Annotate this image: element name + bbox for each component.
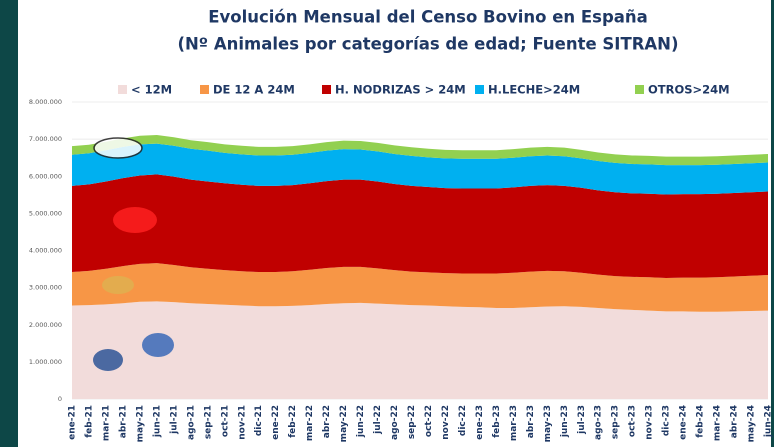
chart-subtitle: (Nº Animales por categorías de edad; Fue…	[177, 35, 678, 54]
x-tick-label: jun-22	[356, 405, 366, 438]
x-tick-label: nov-22	[441, 405, 451, 440]
area	[72, 301, 768, 399]
x-tick-label: nov-21	[237, 405, 247, 440]
y-tick-label: 1.000.000	[29, 358, 62, 366]
x-tick-label: may-21	[135, 405, 145, 442]
icons	[93, 137, 174, 371]
x-tick-label: oct-22	[424, 405, 434, 437]
legend-swatch	[200, 85, 209, 94]
legend-label: H.LECHE>24M	[488, 83, 580, 97]
chart-title: Evolución Mensual del Censo Bovino en Es…	[208, 8, 648, 27]
legend-swatch	[322, 85, 331, 94]
x-tick-label: nov-23	[645, 405, 655, 440]
plot-area	[72, 101, 768, 400]
y-tick-label: 7.000.000	[29, 135, 62, 143]
x-tick-label: may-24	[747, 405, 757, 442]
x-tick-label: jun-21	[152, 405, 162, 438]
legend-label: < 12M	[131, 83, 172, 97]
x-tick-label: ago-23	[594, 405, 604, 440]
x-tick-label: may-23	[543, 405, 553, 442]
x-tick-label: feb-21	[84, 405, 94, 438]
legend-swatch	[635, 85, 644, 94]
x-tick-label: jul-22	[373, 405, 383, 435]
y-tick-label: 3.000.000	[29, 284, 62, 292]
x-tick-label: mar-23	[509, 405, 519, 441]
x-tick-label: oct-21	[220, 405, 230, 437]
x-tick-label: abr-23	[526, 405, 536, 438]
x-tick-label: feb-24	[696, 405, 706, 438]
x-tick-label: ene-21	[68, 405, 78, 440]
y-tick-label: 4.000.000	[29, 247, 62, 255]
x-tick-label: ene-23	[475, 405, 485, 440]
x-tick-label: sep-22	[407, 405, 417, 439]
x-tick-label: mar-22	[305, 405, 315, 441]
legend-label: DE 12 A 24M	[213, 83, 295, 97]
area	[72, 174, 768, 278]
area	[72, 143, 768, 195]
x-tick-label: ago-21	[186, 405, 196, 440]
x-tick-label: ene-22	[271, 405, 281, 440]
x-tick-label: sep-23	[611, 405, 621, 439]
x-tick-label: mar-21	[101, 405, 111, 441]
x-tick-label: feb-22	[288, 405, 298, 438]
legend-label: H. NODRIZAS > 24M	[335, 83, 466, 97]
x-tick-label: ene-24	[679, 405, 689, 440]
x-tick-label: abr-21	[118, 405, 128, 438]
x-tick-label: dic-23	[662, 405, 672, 436]
y-tick-label: 0	[58, 395, 62, 403]
x-tick-label: jun-24	[764, 405, 774, 438]
x-tick-label: jun-23	[560, 405, 570, 438]
x-tick-label: jul-21	[169, 405, 179, 435]
y-tick-label: 8.000.000	[29, 98, 62, 106]
area	[72, 263, 768, 312]
x-tick-label: dic-22	[458, 405, 468, 436]
x-tick-label: feb-23	[492, 405, 502, 438]
x-tick-label: oct-23	[628, 405, 638, 437]
y-tick-label: 2.000.000	[29, 321, 62, 329]
y-tick-label: 5.000.000	[29, 209, 62, 217]
area	[72, 135, 768, 166]
legend-swatch	[118, 85, 127, 94]
x-tick-label: jul-23	[577, 405, 587, 435]
x-tick-label: mar-24	[713, 405, 723, 441]
x-tick-label: may-22	[339, 405, 349, 442]
x-tick-label: abr-24	[730, 405, 740, 438]
x-tick-label: ago-22	[390, 405, 400, 440]
legend-swatch	[475, 85, 484, 94]
x-tick-label: sep-21	[203, 405, 213, 439]
x-tick-label: dic-21	[254, 405, 264, 436]
legend-label: OTROS>24M	[648, 83, 730, 97]
x-tick-label: abr-22	[322, 405, 332, 438]
y-tick-label: 6.000.000	[29, 172, 62, 180]
